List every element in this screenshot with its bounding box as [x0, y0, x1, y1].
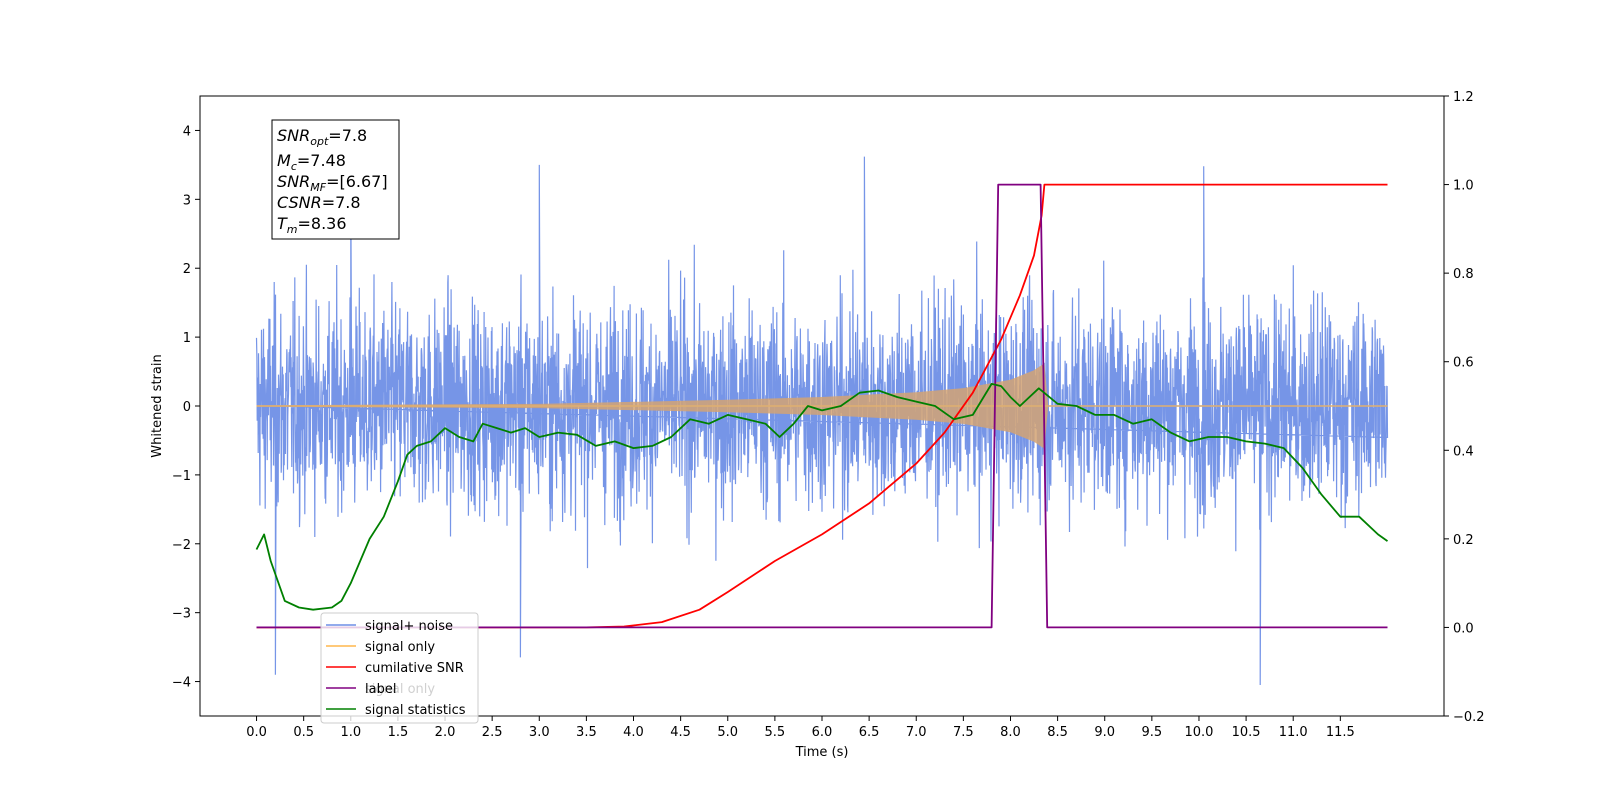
snr-mf-base: SNR: [277, 172, 310, 191]
y2-tick-label: 0.4: [1453, 444, 1474, 459]
legend-label-0: signal+ noise: [365, 619, 453, 634]
y2-tick-label: 0.6: [1453, 356, 1474, 371]
tm-sub: m: [287, 223, 298, 236]
x-tick-label: 0.0: [246, 725, 267, 740]
snr-opt-value: =7.8: [328, 126, 367, 145]
series-line-0: [256, 183, 1388, 629]
y-tick-label: 0: [183, 400, 191, 415]
y-tick-label: −2: [172, 538, 191, 553]
x-tick-label: 0.5: [293, 725, 314, 740]
x-tick-label: 8.0: [1000, 725, 1021, 740]
snr-mf-sub: MF: [310, 181, 326, 194]
csnr-value: =7.8: [322, 193, 361, 212]
x-tick-label: 6.5: [859, 725, 880, 740]
legend-label-1: signal only: [365, 640, 435, 655]
y-tick-label: 3: [183, 193, 191, 208]
y2-tick-label: 1.2: [1453, 90, 1474, 105]
x-tick-label: 7.0: [906, 725, 927, 740]
y-axis-ticks: 4 3 2 1 0 −1 −2 −3 −4: [172, 124, 200, 691]
x-tick-label: 11.5: [1326, 725, 1355, 740]
legend-label-3: label: [365, 682, 396, 697]
x-tick-label: 10.0: [1184, 725, 1213, 740]
legend: signal+ noise signal only cumilative SNR…: [320, 612, 479, 724]
x-axis-label: Time (s): [795, 745, 849, 760]
right-axis-series: [255, 183, 1389, 629]
series-line-1: [256, 183, 1388, 629]
y2-tick-label: −0.2: [1453, 710, 1485, 725]
csnr-base: CSNR: [277, 193, 322, 212]
x-tick-label: 1.0: [340, 725, 361, 740]
x-tick-label: 10.5: [1232, 725, 1261, 740]
svg-text:Tm=8.36: Tm=8.36: [277, 214, 347, 236]
y2-axis-ticks: 1.2 1.0 0.8 0.6 0.4 0.2 0.0 −0.2: [1444, 90, 1485, 725]
x-tick-label: 6.0: [812, 725, 833, 740]
signal-only-series: [256, 363, 1388, 449]
signal-plus-noise-series: [255, 156, 1389, 686]
tm-value: =8.36: [298, 214, 347, 233]
x-tick-label: 4.0: [623, 725, 644, 740]
svg-text:CSNR=7.8: CSNR=7.8: [277, 193, 361, 212]
y-tick-label: −3: [172, 607, 191, 622]
y-axis-label: Whitened strain: [150, 354, 165, 457]
y-tick-label: −4: [172, 676, 191, 691]
svg-text:SNRopt=7.8: SNRopt=7.8: [277, 126, 367, 148]
mc-base: M: [277, 151, 291, 170]
legend-label-2: cumilative SNR: [365, 661, 464, 676]
snr-opt-base: SNR: [277, 126, 310, 145]
y-tick-label: 1: [183, 331, 191, 346]
snr-opt-sub: opt: [310, 135, 329, 148]
x-axis-ticks: 0.0 0.5 1.0 1.5 2.0 2.5 3.0 3.5 4.0 4.5 5.0 5.5 6.0 6…: [246, 716, 1355, 740]
annotation-box: SNRopt=7.8 Mc=7.48 SNRMF=[6.67] CSNR=7.8…: [271, 119, 400, 240]
x-tick-label: 7.5: [953, 725, 974, 740]
y-tick-label: 4: [183, 124, 191, 139]
x-tick-label: 8.5: [1047, 725, 1068, 740]
series-line-2: [255, 383, 1389, 611]
x-tick-label: 11.0: [1279, 725, 1308, 740]
svg-text:Mc=7.48: Mc=7.48: [277, 151, 346, 173]
x-tick-label: 5.0: [717, 725, 738, 740]
y2-tick-label: 0.0: [1453, 621, 1474, 636]
y2-tick-label: 0.2: [1453, 533, 1474, 548]
y2-tick-label: 0.8: [1453, 267, 1474, 282]
x-tick-label: 9.0: [1094, 725, 1115, 740]
x-tick-label: 2.5: [482, 725, 503, 740]
x-tick-label: 9.5: [1142, 725, 1163, 740]
mc-sub: c: [291, 160, 297, 173]
y-tick-label: 2: [183, 262, 191, 277]
legend-label-5: signal statistics: [365, 703, 466, 718]
y2-tick-label: 1.0: [1453, 179, 1474, 194]
noise-trace: [255, 156, 1389, 686]
legend-label-4: signal only: [365, 682, 435, 697]
x-tick-label: 2.0: [435, 725, 456, 740]
x-tick-label: 5.5: [765, 725, 786, 740]
x-tick-label: 3.5: [576, 725, 597, 740]
x-tick-label: 4.5: [670, 725, 691, 740]
tm-base: T: [277, 214, 288, 233]
mc-value: =7.48: [297, 151, 346, 170]
snr-mf-value: =[6.67]: [326, 172, 388, 191]
x-tick-label: 3.0: [529, 725, 550, 740]
x-tick-label: 1.5: [388, 725, 409, 740]
svg-text:SNRMF=[6.67]: SNRMF=[6.67]: [277, 172, 388, 194]
y-tick-label: −1: [172, 469, 191, 484]
